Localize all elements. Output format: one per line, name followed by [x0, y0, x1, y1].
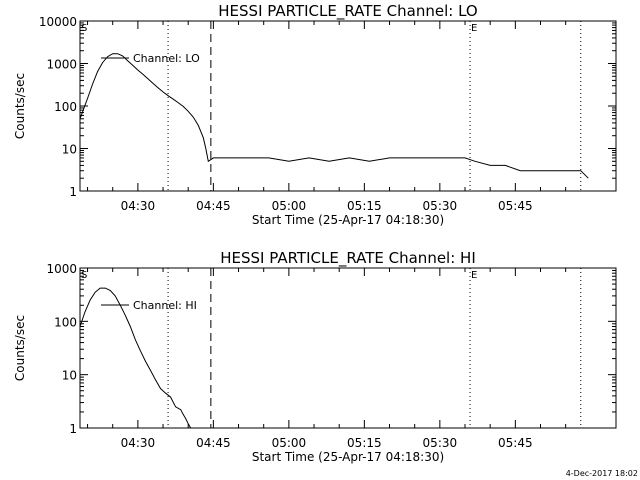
event-marker-e: E — [471, 270, 477, 281]
event-marker-s: S — [81, 23, 87, 34]
x-tick-label: 04:45 — [196, 436, 231, 450]
chart-1: HESSI PARTICLE_RATE Channel: HI 04:30 04:4… — [13, 249, 617, 464]
y-tick-label: 1 — [69, 422, 77, 436]
legend-entry: Channel: HI — [133, 299, 197, 312]
series-line — [79, 287, 192, 429]
x-tick-label: 05:00 — [272, 436, 307, 450]
y-tick-label: 10 — [62, 143, 77, 157]
y-tick-label: 10000 — [39, 15, 77, 29]
x-tick-label: 05:45 — [498, 436, 533, 450]
footer-date: 4-Dec-2017 18:02 — [566, 469, 638, 478]
x-tick-label: 05:30 — [423, 199, 458, 213]
series-line — [79, 53, 589, 179]
y-axis-label: Counts/sec — [13, 73, 27, 139]
y-tick-label: 10 — [62, 369, 77, 383]
y-tick-label: 100 — [54, 315, 77, 329]
x-tick-label: 05:00 — [272, 199, 307, 213]
event-marker-s: S — [81, 270, 87, 281]
chart-title: HESSI PARTICLE_RATE Channel: HI — [220, 249, 476, 268]
x-tick-label: 04:45 — [196, 199, 231, 213]
x-axis-label: Start Time (25-Apr-17 04:18:30) — [252, 213, 444, 227]
y-tick-label: 1000 — [46, 262, 77, 276]
plot-frame — [79, 20, 617, 192]
x-tick-label: 05:15 — [347, 199, 382, 213]
x-tick-label: 05:15 — [347, 436, 382, 450]
x-tick-label: 05:30 — [423, 436, 458, 450]
chart-title: HESSI PARTICLE_RATE Channel: LO — [218, 2, 477, 21]
event-marker-e: E — [471, 23, 477, 34]
y-tick-label: 1 — [69, 185, 77, 199]
y-axis-label: Counts/sec — [13, 315, 27, 381]
x-tick-label: 04:30 — [121, 199, 156, 213]
x-tick-label: 05:45 — [498, 199, 533, 213]
x-axis-label: Start Time (25-Apr-17 04:18:30) — [252, 450, 444, 464]
x-tick-label: 04:30 — [121, 436, 156, 450]
legend-entry: Channel: LO — [133, 52, 200, 65]
y-tick-label: 100 — [54, 100, 77, 114]
plot-frame — [79, 267, 617, 429]
chart-0: HESSI PARTICLE_RATE Channel: LO 04:30 04:4… — [13, 2, 617, 227]
y-tick-label: 1000 — [46, 58, 77, 72]
